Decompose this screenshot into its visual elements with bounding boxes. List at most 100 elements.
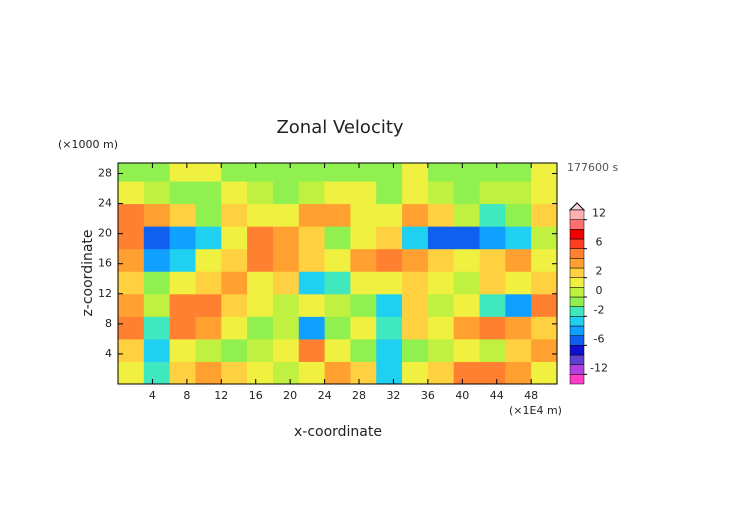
colorbar-label: -6 <box>594 332 605 345</box>
colorbar-bin <box>569 316 585 327</box>
y-unit: (×1000 m) <box>58 138 118 151</box>
x-axis-title: x-coordinate <box>294 424 382 440</box>
x-tick-label: 44 <box>490 389 504 402</box>
cell <box>272 361 300 384</box>
cell <box>247 226 274 250</box>
cell <box>247 203 274 227</box>
cell <box>376 338 403 362</box>
cell <box>118 271 145 295</box>
cell <box>505 181 532 205</box>
cell <box>221 338 248 362</box>
cell <box>298 271 326 295</box>
colorbar-bin <box>569 267 585 278</box>
cell <box>298 203 326 227</box>
cell <box>272 316 300 340</box>
cell <box>531 248 557 272</box>
cell <box>531 361 557 384</box>
cell <box>118 226 145 250</box>
cell <box>402 316 429 340</box>
cell <box>247 316 274 340</box>
cell <box>479 338 506 362</box>
cell <box>376 181 403 205</box>
cell <box>324 316 351 340</box>
cell <box>221 163 248 182</box>
cell <box>118 293 145 317</box>
cell <box>169 181 196 205</box>
cell <box>453 163 481 182</box>
cell <box>118 316 145 340</box>
cell <box>143 316 171 340</box>
cell <box>195 181 222 205</box>
cell <box>479 271 506 295</box>
cell <box>453 181 481 205</box>
cell <box>247 181 274 205</box>
cell <box>169 226 196 250</box>
cell <box>505 271 532 295</box>
x-tick-label: 24 <box>318 389 332 402</box>
cell <box>298 163 326 182</box>
cell <box>272 293 300 317</box>
cell <box>350 316 377 340</box>
cell <box>505 203 532 227</box>
time-label: 177600 s <box>567 161 618 174</box>
cell <box>324 271 351 295</box>
cell <box>143 203 171 227</box>
cell <box>169 293 196 317</box>
cell <box>402 163 429 182</box>
cell <box>453 338 481 362</box>
cell <box>298 248 326 272</box>
cell <box>376 226 403 250</box>
cell <box>195 316 222 340</box>
cell <box>221 203 248 227</box>
cell <box>479 316 506 340</box>
colorbar-label: 2 <box>596 265 603 278</box>
cell <box>272 271 300 295</box>
cell <box>247 293 274 317</box>
colorbar-bin <box>569 354 585 365</box>
cell <box>247 338 274 362</box>
cell <box>427 248 455 272</box>
cell <box>453 361 481 384</box>
cell <box>272 248 300 272</box>
cell <box>169 271 196 295</box>
cell <box>143 163 171 182</box>
cell <box>324 203 351 227</box>
cell <box>427 163 455 182</box>
cell <box>531 338 557 362</box>
x-tick-label: 28 <box>352 389 366 402</box>
cell <box>298 316 326 340</box>
cell <box>531 163 557 182</box>
cell <box>453 248 481 272</box>
colorbar-bin <box>569 364 585 375</box>
cell <box>195 338 222 362</box>
colorbar-bin <box>569 238 585 249</box>
cell <box>272 226 300 250</box>
cell <box>118 338 145 362</box>
x-tick-label: 48 <box>524 389 538 402</box>
cell <box>169 163 196 182</box>
y-tick-label: 4 <box>105 347 112 360</box>
cell <box>324 361 351 384</box>
cell <box>298 361 326 384</box>
cell <box>118 361 145 384</box>
cell <box>272 203 300 227</box>
cell <box>479 293 506 317</box>
cell <box>272 163 300 182</box>
colorbar-bin <box>569 277 585 288</box>
cell <box>298 338 326 362</box>
cell <box>143 338 171 362</box>
cell <box>402 203 429 227</box>
cell <box>427 203 455 227</box>
colorbar-bin <box>569 335 585 346</box>
cell <box>453 293 481 317</box>
colorbar-bin <box>569 345 585 356</box>
cell <box>272 181 300 205</box>
cell <box>427 361 455 384</box>
cell <box>169 203 196 227</box>
cell <box>324 226 351 250</box>
cell <box>247 248 274 272</box>
y-tick-label: 16 <box>98 257 112 270</box>
y-tick-label: 12 <box>98 287 112 300</box>
cell <box>118 248 145 272</box>
colorbar-label: -12 <box>590 361 608 374</box>
